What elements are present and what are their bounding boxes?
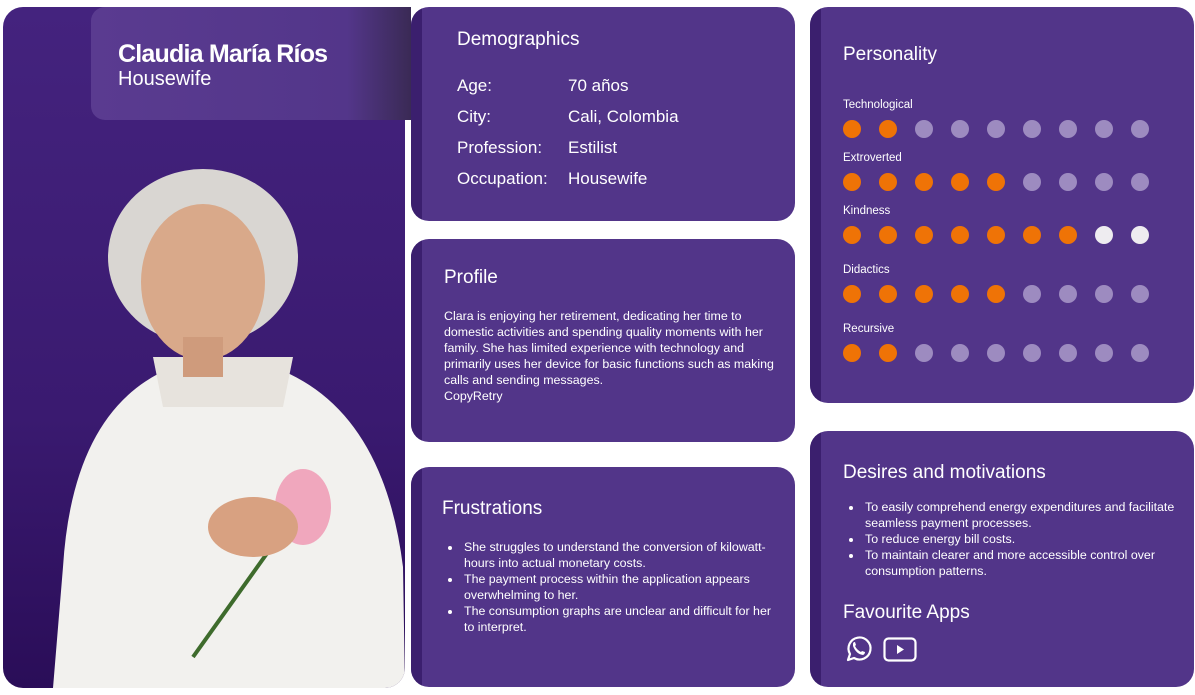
rating-dot-filled — [843, 226, 861, 244]
rating-dot-filled — [879, 344, 897, 362]
persona-photo-card — [3, 7, 405, 688]
trait-label: Didactics — [843, 264, 890, 276]
rating-dot-empty — [1059, 120, 1077, 138]
rating-dot-empty — [1131, 226, 1149, 244]
rating-dot-empty — [951, 344, 969, 362]
rating-dot-filled — [843, 120, 861, 138]
trait-label: Technological — [843, 99, 913, 111]
rating-dot-empty — [987, 120, 1005, 138]
profile-extra-text: CopyRetry — [444, 389, 503, 403]
personality-card — [810, 7, 1194, 403]
demographics-card — [411, 7, 795, 221]
demographics-value: Housewife — [568, 169, 648, 188]
rating-dot-filled — [879, 285, 897, 303]
trait-label: Kindness — [843, 205, 891, 217]
rating-dot-filled — [915, 285, 933, 303]
desires-title: Desires and motivations — [843, 462, 1046, 483]
rating-dot-empty — [1131, 344, 1149, 362]
rating-dot-empty — [1095, 173, 1113, 191]
profile-title: Profile — [444, 267, 498, 288]
desires-card — [810, 431, 1194, 687]
rating-dot-filled — [843, 285, 861, 303]
list-item: The consumption graphs are unclear and d… — [462, 603, 782, 635]
rating-dot-empty — [1023, 173, 1041, 191]
frustrations-card — [411, 467, 795, 687]
whatsapp-icon — [846, 636, 872, 662]
rating-dot-empty — [951, 120, 969, 138]
rating-dot-filled — [987, 285, 1005, 303]
desires-list: To easily comprehend energy expenditures… — [845, 499, 1183, 579]
frustrations-list: She struggles to understand the conversi… — [444, 539, 782, 635]
persona-role: Housewife — [118, 68, 212, 90]
demographics-value: Cali, Colombia — [568, 107, 679, 126]
rating-dot-empty — [1059, 285, 1077, 303]
rating-dot-filled — [879, 173, 897, 191]
list-item: The payment process within the applicati… — [462, 571, 782, 603]
personality-title: Personality — [843, 44, 937, 65]
rating-dot-empty — [1059, 173, 1077, 191]
trait-label: Extroverted — [843, 152, 902, 164]
rating-dot-empty — [1095, 226, 1113, 244]
rating-dot-empty — [1131, 120, 1149, 138]
demographics-label: Occupation: — [457, 169, 548, 188]
rating-dot-filled — [915, 226, 933, 244]
rating-dot-filled — [1059, 226, 1077, 244]
rating-dot-filled — [987, 173, 1005, 191]
list-item: To maintain clearer and more accessible … — [863, 547, 1183, 579]
rating-dot-filled — [951, 226, 969, 244]
rating-dot-empty — [1023, 285, 1041, 303]
profile-card — [411, 239, 795, 442]
list-item: To easily comprehend energy expenditures… — [863, 499, 1183, 531]
list-item: To reduce energy bill costs. — [863, 531, 1183, 547]
rating-dot-filled — [879, 226, 897, 244]
rating-dot-empty — [1095, 344, 1113, 362]
list-item: She struggles to understand the conversi… — [462, 539, 782, 571]
rating-dot-filled — [1023, 226, 1041, 244]
rating-dot-filled — [915, 173, 933, 191]
demographics-title: Demographics — [457, 29, 580, 50]
rating-dot-empty — [1059, 344, 1077, 362]
rating-dot-empty — [1095, 120, 1113, 138]
profile-text: Clara is enjoying her retirement, dedica… — [444, 309, 774, 387]
favourite-apps-title: Favourite Apps — [843, 602, 970, 623]
persona-name: Claudia María Ríos — [118, 40, 328, 68]
demographics-label: Age: — [457, 76, 492, 95]
rating-dot-filled — [951, 285, 969, 303]
rating-dot-filled — [987, 226, 1005, 244]
trait-label: Recursive — [843, 323, 895, 335]
rating-dot-empty — [1095, 285, 1113, 303]
rating-dot-empty — [1023, 344, 1041, 362]
rating-dot-filled — [951, 173, 969, 191]
persona-header — [91, 7, 411, 120]
rating-dot-empty — [915, 344, 933, 362]
demographics-value: Estilist — [568, 138, 618, 157]
rating-dot-filled — [843, 173, 861, 191]
rating-dot-empty — [1131, 173, 1149, 191]
rating-dot-empty — [915, 120, 933, 138]
frustrations-title: Frustrations — [442, 498, 543, 519]
rating-dot-filled — [879, 120, 897, 138]
demographics-value: 70 años — [568, 76, 629, 95]
persona-portrait — [53, 169, 405, 688]
demographics-label: Profession: — [457, 138, 543, 157]
rating-dot-filled — [843, 344, 861, 362]
rating-dot-empty — [1131, 285, 1149, 303]
demographics-label: City: — [457, 107, 491, 126]
rating-dot-empty — [987, 344, 1005, 362]
rating-dot-empty — [1023, 120, 1041, 138]
youtube-icon — [883, 637, 917, 662]
